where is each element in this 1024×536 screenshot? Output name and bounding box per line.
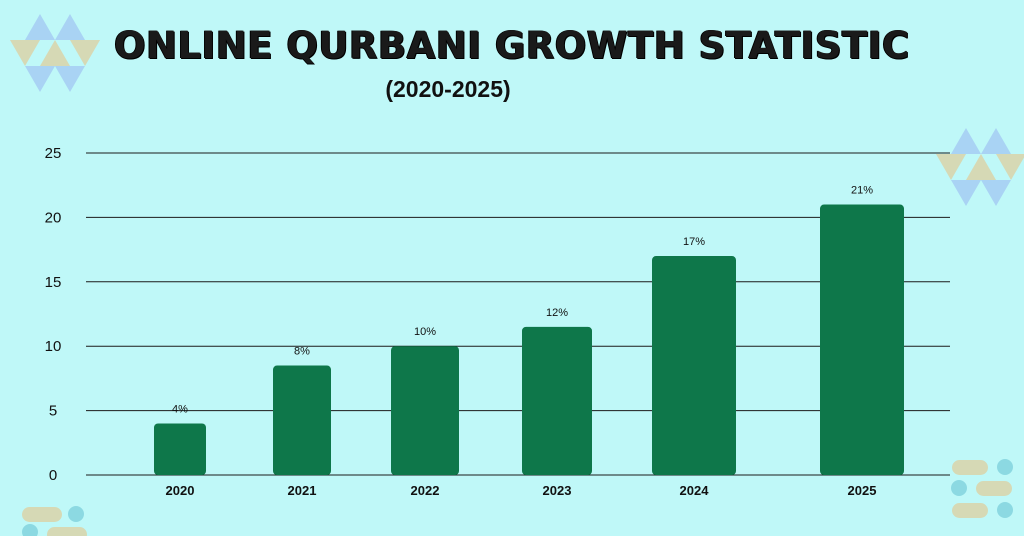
deco-pill [47, 527, 87, 536]
y-tick-label: 0 [49, 467, 57, 484]
deco-top-left-triangle [55, 14, 85, 40]
deco-top-right-triangle [951, 128, 981, 154]
deco-pill [952, 503, 988, 518]
x-tick-label: 2025 [848, 483, 877, 498]
deco-dot [68, 506, 84, 522]
deco-top-right-triangle [936, 154, 966, 180]
y-tick-label: 25 [45, 145, 62, 162]
y-tick-label: 5 [49, 403, 57, 420]
deco-dot [951, 480, 967, 496]
bar [154, 423, 206, 475]
deco-top-left-triangle [55, 66, 85, 92]
deco-dot [997, 502, 1013, 518]
deco-top-left-triangle [25, 66, 55, 92]
chart-subtitle: (2020-2025) [385, 76, 511, 102]
data-label: 21% [851, 185, 873, 197]
deco-dot [997, 459, 1013, 475]
bar [820, 204, 904, 475]
y-tick-label: 15 [45, 274, 62, 291]
y-tick-label: 10 [45, 338, 62, 355]
chart-title: ONLINE QURBANI GROWTH STATISTIC [114, 24, 910, 67]
deco-top-right-triangle [981, 180, 1011, 206]
data-label: 10% [414, 326, 436, 338]
data-label: 12% [546, 307, 568, 319]
deco-top-left-triangle [40, 40, 70, 66]
x-tick-label: 2020 [166, 483, 195, 498]
deco-top-right-triangle [951, 180, 981, 206]
deco-dot [22, 524, 38, 536]
bar [273, 365, 331, 475]
x-tick-label: 2022 [411, 483, 440, 498]
deco-pill [952, 460, 988, 475]
deco-top-left-triangle [10, 40, 40, 66]
deco-top-right-triangle [996, 154, 1024, 180]
x-tick-label: 2023 [543, 483, 572, 498]
data-label: 8% [294, 346, 310, 358]
deco-top-right-triangle [966, 154, 996, 180]
bar [391, 346, 459, 475]
deco-pill [22, 507, 62, 522]
x-tick-label: 2021 [288, 483, 317, 498]
data-label: 17% [683, 236, 705, 248]
deco-top-right-triangle [981, 128, 1011, 154]
deco-top-left-triangle [70, 40, 100, 66]
deco-pill [976, 481, 1012, 496]
data-label: 4% [172, 403, 188, 415]
bar [522, 326, 592, 475]
bar [652, 256, 736, 475]
deco-top-left-triangle [25, 14, 55, 40]
x-tick-label: 2024 [680, 483, 710, 498]
y-tick-label: 20 [45, 209, 62, 226]
